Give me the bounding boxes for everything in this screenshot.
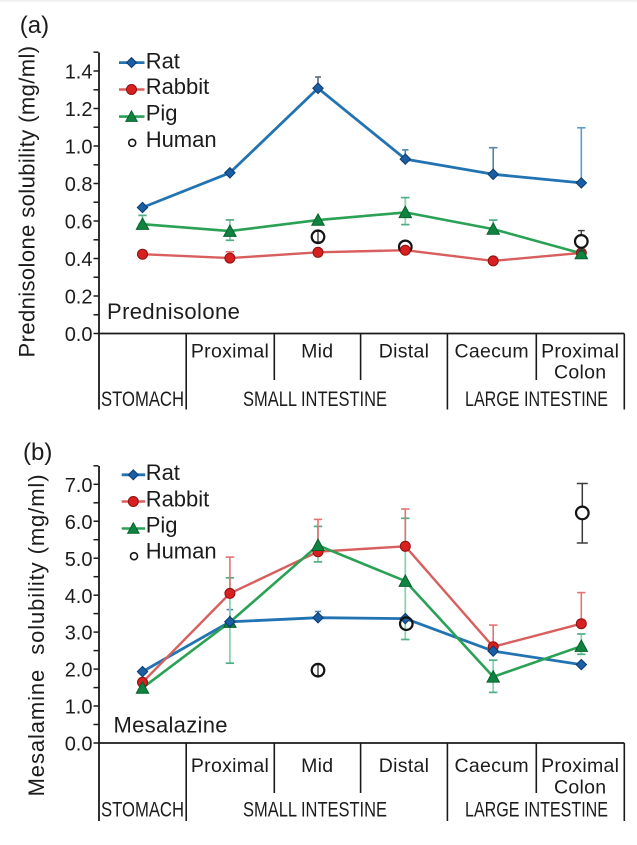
svg-text:SMALL INTESTINE: SMALL INTESTINE xyxy=(243,388,387,411)
svg-text:1.0: 1.0 xyxy=(65,137,93,159)
svg-text:Mesalazine: Mesalazine xyxy=(114,713,228,738)
svg-text:Proximal: Proximal xyxy=(191,341,269,363)
svg-text:(a): (a) xyxy=(20,12,49,39)
svg-text:Mesalamine solubility (mg/ml): Mesalamine solubility (mg/ml) xyxy=(24,474,49,797)
svg-text:STOMACH: STOMACH xyxy=(101,799,184,822)
svg-text:Human: Human xyxy=(146,127,217,152)
svg-text:STOMACH: STOMACH xyxy=(101,388,184,411)
svg-text:Pig: Pig xyxy=(146,513,178,538)
svg-text:Proximal: Proximal xyxy=(541,341,619,363)
svg-text:0.4: 0.4 xyxy=(65,249,93,271)
svg-text:(b): (b) xyxy=(23,439,52,466)
svg-text:1.4: 1.4 xyxy=(65,62,93,84)
svg-text:Pig: Pig xyxy=(146,101,178,126)
svg-text:Prednisolone: Prednisolone xyxy=(107,299,240,324)
svg-text:SMALL INTESTINE: SMALL INTESTINE xyxy=(243,799,387,822)
svg-text:7.0: 7.0 xyxy=(65,475,93,497)
svg-text:2.0: 2.0 xyxy=(65,660,93,682)
svg-text:0.6: 0.6 xyxy=(65,212,93,234)
svg-text:0.2: 0.2 xyxy=(65,287,93,309)
svg-text:Distal: Distal xyxy=(379,341,430,363)
svg-text:LARGE INTESTINE: LARGE INTESTINE xyxy=(465,799,608,822)
svg-text:Prednisolone solubility (mg/ml: Prednisolone solubility (mg/ml) xyxy=(15,46,40,358)
svg-text:1.2: 1.2 xyxy=(65,99,93,121)
svg-text:1.0: 1.0 xyxy=(65,697,93,719)
svg-text:4.0: 4.0 xyxy=(65,586,93,608)
svg-text:Mid: Mid xyxy=(301,755,333,777)
svg-text:Human: Human xyxy=(146,538,217,563)
svg-text:Colon: Colon xyxy=(554,362,606,384)
svg-text:Mid: Mid xyxy=(301,341,333,363)
svg-text:Rat: Rat xyxy=(146,460,180,485)
svg-text:Distal: Distal xyxy=(379,755,430,777)
svg-text:Rat: Rat xyxy=(146,48,180,73)
svg-text:0.0: 0.0 xyxy=(65,324,93,346)
svg-text:3.0: 3.0 xyxy=(65,623,93,645)
svg-text:5.0: 5.0 xyxy=(65,549,93,571)
svg-text:0.0: 0.0 xyxy=(65,734,93,756)
svg-text:Caecum: Caecum xyxy=(454,755,528,777)
svg-text:Proximal: Proximal xyxy=(191,755,269,777)
svg-text:Rabbit: Rabbit xyxy=(146,74,210,99)
svg-text:6.0: 6.0 xyxy=(65,512,93,534)
svg-text:Rabbit: Rabbit xyxy=(146,486,210,511)
svg-text:LARGE INTESTINE: LARGE INTESTINE xyxy=(465,388,608,411)
svg-text:Caecum: Caecum xyxy=(454,341,528,363)
svg-text:Colon: Colon xyxy=(554,777,606,799)
svg-text:Proximal: Proximal xyxy=(541,755,619,777)
svg-text:0.8: 0.8 xyxy=(65,174,93,196)
